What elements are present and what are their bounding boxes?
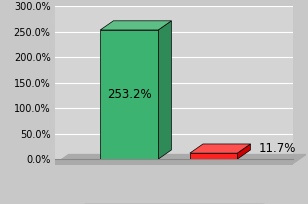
Text: 253.2%: 253.2% bbox=[107, 88, 152, 101]
Polygon shape bbox=[190, 144, 250, 153]
Bar bbox=[190, 153, 237, 159]
Bar bbox=[100, 30, 158, 159]
Polygon shape bbox=[100, 21, 171, 30]
Polygon shape bbox=[55, 155, 306, 164]
Polygon shape bbox=[158, 21, 171, 159]
Text: 11.7%: 11.7% bbox=[258, 142, 296, 155]
Polygon shape bbox=[237, 144, 250, 159]
Bar bbox=[55, 159, 293, 165]
